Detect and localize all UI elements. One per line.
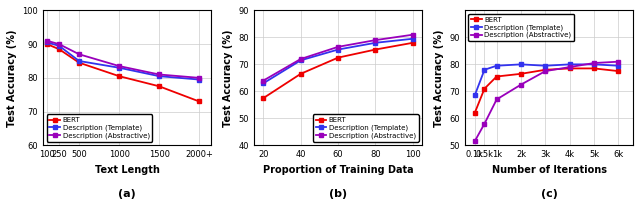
Description (Abstractive) xyxy=(334,46,342,48)
Description (Abstractive) xyxy=(115,65,123,67)
Description (Template) xyxy=(76,60,83,62)
BERT xyxy=(541,68,549,71)
Description (Abstractive) xyxy=(541,70,549,72)
Line: Description (Template): Description (Template) xyxy=(261,36,415,86)
Line: BERT: BERT xyxy=(472,66,621,115)
Description (Abstractive) xyxy=(481,122,488,125)
BERT xyxy=(517,73,525,75)
Description (Abstractive) xyxy=(517,83,525,86)
BERT xyxy=(156,85,163,88)
Line: Description (Abstractive): Description (Abstractive) xyxy=(45,38,202,80)
Line: Description (Abstractive): Description (Abstractive) xyxy=(472,59,621,144)
Description (Template) xyxy=(409,37,417,40)
Description (Template) xyxy=(493,64,500,67)
Line: BERT: BERT xyxy=(45,42,202,104)
Description (Abstractive) xyxy=(614,60,622,63)
Line: BERT: BERT xyxy=(261,40,415,100)
Y-axis label: Test Accuracy (%): Test Accuracy (%) xyxy=(223,29,233,127)
Description (Template) xyxy=(566,63,573,66)
BERT xyxy=(115,75,123,77)
Description (Abstractive) xyxy=(76,53,83,56)
Description (Abstractive) xyxy=(409,33,417,36)
Description (Abstractive) xyxy=(260,79,268,82)
Text: (a): (a) xyxy=(118,189,136,199)
X-axis label: Number of Iterations: Number of Iterations xyxy=(492,165,607,175)
BERT xyxy=(76,61,83,64)
BERT xyxy=(372,48,380,51)
Description (Template) xyxy=(44,41,51,44)
Description (Abstractive) xyxy=(590,62,598,64)
Line: Description (Template): Description (Template) xyxy=(45,40,202,82)
BERT xyxy=(195,100,203,103)
BERT xyxy=(471,112,479,114)
Description (Template) xyxy=(541,64,549,67)
BERT xyxy=(481,87,488,90)
BERT xyxy=(493,75,500,78)
BERT xyxy=(297,73,305,75)
Description (Template) xyxy=(471,94,479,97)
Text: (c): (c) xyxy=(541,189,557,199)
BERT xyxy=(44,43,51,46)
BERT xyxy=(590,67,598,70)
Description (Template) xyxy=(517,63,525,66)
Description (Template) xyxy=(195,78,203,81)
BERT xyxy=(409,41,417,44)
BERT xyxy=(334,56,342,59)
BERT xyxy=(566,67,573,70)
Description (Template) xyxy=(260,82,268,85)
Description (Template) xyxy=(590,63,598,66)
X-axis label: Proportion of Training Data: Proportion of Training Data xyxy=(263,165,413,175)
Description (Template) xyxy=(372,41,380,44)
BERT xyxy=(55,48,63,51)
X-axis label: Text Length: Text Length xyxy=(95,165,159,175)
Legend: BERT, Description (Template), Description (Abstractive): BERT, Description (Template), Descriptio… xyxy=(47,114,152,142)
Description (Template) xyxy=(115,66,123,69)
Description (Template) xyxy=(481,68,488,71)
Description (Template) xyxy=(55,44,63,47)
Description (Abstractive) xyxy=(566,66,573,68)
Description (Abstractive) xyxy=(195,77,203,79)
Legend: BERT, Description (Template), Description (Abstractive): BERT, Description (Template), Descriptio… xyxy=(313,114,419,142)
Text: (b): (b) xyxy=(329,189,347,199)
Description (Template) xyxy=(614,64,622,67)
Y-axis label: Test Accuracy (%): Test Accuracy (%) xyxy=(7,29,17,127)
Line: Description (Abstractive): Description (Abstractive) xyxy=(261,32,415,83)
Legend: BERT, Description (Template), Description (Abstractive): BERT, Description (Template), Descriptio… xyxy=(468,14,574,41)
Description (Abstractive) xyxy=(297,58,305,60)
BERT xyxy=(614,70,622,72)
BERT xyxy=(260,97,268,99)
Description (Abstractive) xyxy=(156,73,163,76)
Description (Template) xyxy=(334,48,342,51)
Description (Abstractive) xyxy=(471,140,479,143)
Description (Template) xyxy=(297,59,305,62)
Y-axis label: Test Accuracy (%): Test Accuracy (%) xyxy=(434,29,444,127)
Description (Template) xyxy=(156,75,163,77)
Description (Abstractive) xyxy=(44,39,51,42)
Description (Abstractive) xyxy=(55,43,63,46)
Line: Description (Template): Description (Template) xyxy=(472,62,621,98)
Description (Abstractive) xyxy=(372,39,380,41)
Description (Abstractive) xyxy=(493,98,500,101)
